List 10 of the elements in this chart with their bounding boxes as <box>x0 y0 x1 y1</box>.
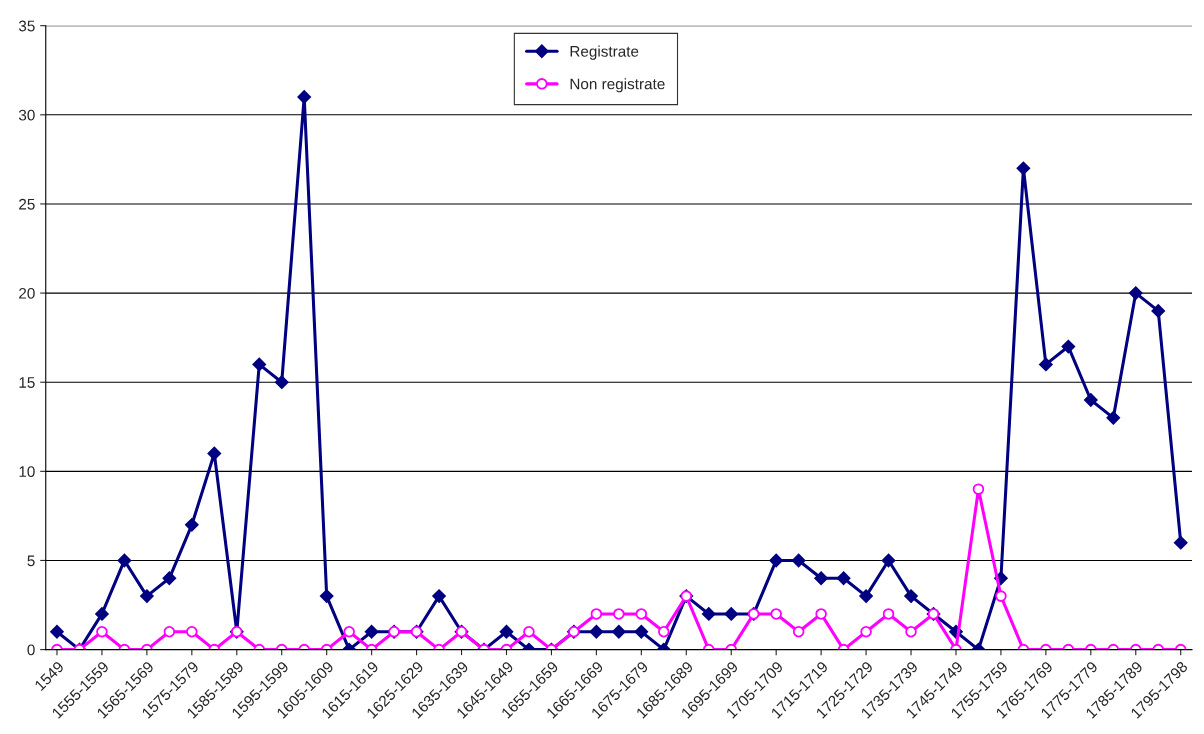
y-tick-label: 10 <box>19 466 35 478</box>
y-tick-label: 35 <box>18 20 35 32</box>
y-tick-label: 0 <box>27 644 35 656</box>
y-tick-label: 30 <box>18 109 35 121</box>
y-tick-label: 5 <box>27 555 35 567</box>
legend-label: Registrate <box>570 45 639 60</box>
y-tick-label: 20 <box>19 287 35 299</box>
legend-label: Non registrate <box>570 78 665 93</box>
y-tick-label: 25 <box>19 198 35 210</box>
y-tick-label: 15 <box>19 377 35 388</box>
